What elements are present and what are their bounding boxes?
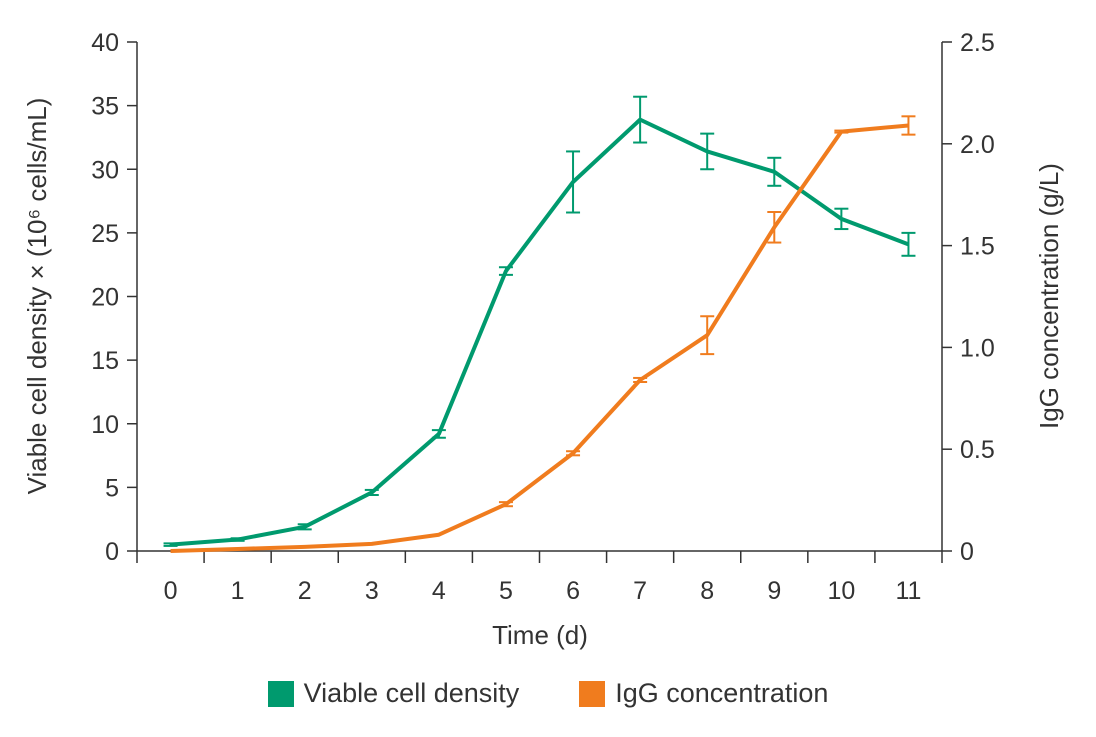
y-left-tick-label: 5 xyxy=(105,474,119,502)
y-right-tick-label: 0 xyxy=(960,538,974,566)
y-left-tick-label: 0 xyxy=(105,538,119,566)
legend: Viable cell density IgG concentration xyxy=(0,678,1096,709)
y-left-tick-label: 40 xyxy=(91,29,119,57)
chart-svg: Time (d) Viable cell density × (10⁶ cell… xyxy=(22,29,1064,650)
x-axis-label: Time (d) xyxy=(492,620,588,650)
legend-label-igg: IgG concentration xyxy=(615,678,829,708)
legend-swatch-igg xyxy=(579,680,606,707)
x-tick-label: 8 xyxy=(700,577,714,605)
x-tick-label: 11 xyxy=(895,577,921,605)
y-left-tick-label: 35 xyxy=(91,93,119,121)
y-left-tick-label: 10 xyxy=(91,411,119,439)
x-tick-label: 10 xyxy=(827,577,855,605)
legend-label-vcd: Viable cell density xyxy=(303,678,520,708)
y-right-tick-label: 2.0 xyxy=(960,131,995,159)
x-tick-label: 2 xyxy=(298,577,312,605)
x-tick-label: 4 xyxy=(432,577,446,605)
x-tick-label: 1 xyxy=(231,577,245,605)
x-tick-label: 5 xyxy=(499,577,513,605)
y-right-tick-label: 2.5 xyxy=(960,29,995,57)
x-tick-label: 6 xyxy=(566,577,580,605)
x-tick-label: 0 xyxy=(164,577,178,605)
y-left-tick-label: 15 xyxy=(91,347,119,375)
legend-swatch-vcd xyxy=(267,680,294,707)
y-right-tick-label: 1.0 xyxy=(960,334,995,362)
x-tick-label: 3 xyxy=(365,577,379,605)
x-tick-label: 9 xyxy=(767,577,781,605)
series-line-0 xyxy=(170,117,910,547)
y-axis-left-label: Viable cell density × (10⁶ cells/mL) xyxy=(22,98,52,495)
y-left-tick-label: 20 xyxy=(91,284,119,312)
y-right-tick-label: 1.5 xyxy=(960,233,995,261)
y-left-tick-label: 25 xyxy=(91,220,119,248)
x-tick-label: 7 xyxy=(633,577,647,605)
series-line-1 xyxy=(170,123,909,553)
y-axis-right-label: IgG concentration (g/L) xyxy=(1034,163,1064,429)
legend-item-vcd: Viable cell density xyxy=(267,678,520,709)
y-left-tick-label: 30 xyxy=(91,156,119,184)
legend-item-igg: IgG concentration xyxy=(579,678,828,709)
y-right-tick-label: 0.5 xyxy=(960,436,995,464)
